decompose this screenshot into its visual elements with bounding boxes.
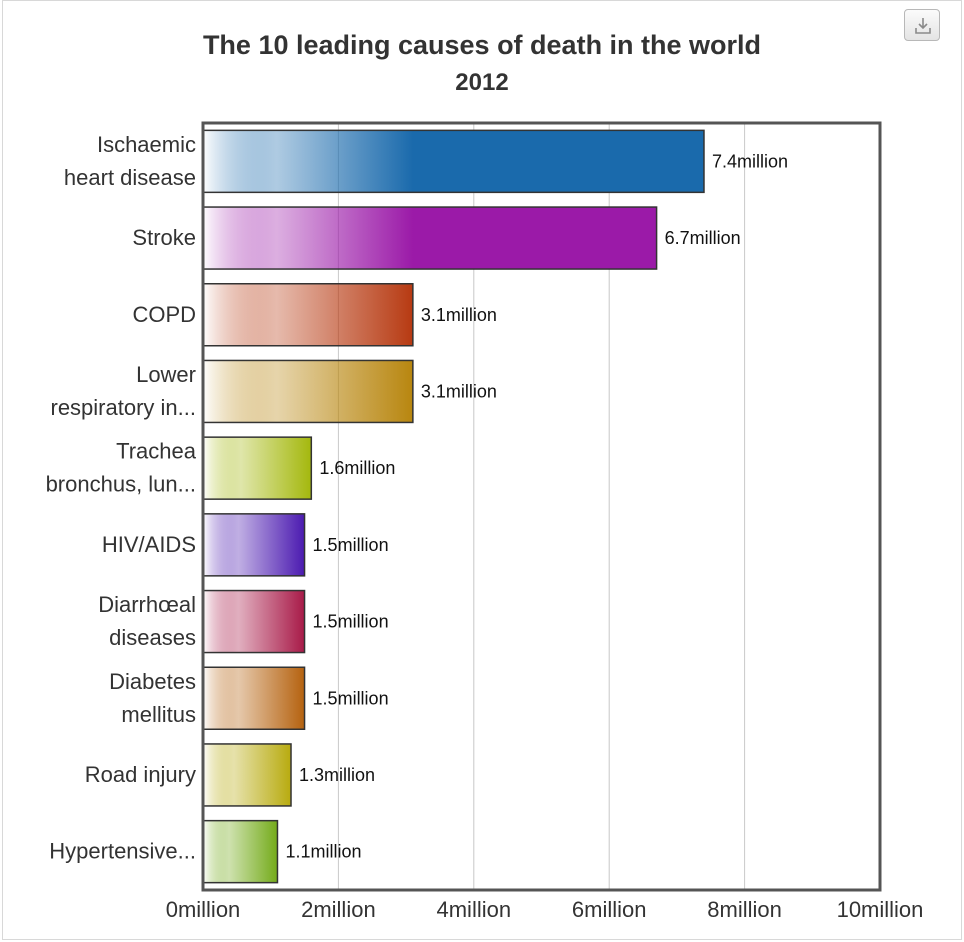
category-label: heart disease bbox=[64, 165, 196, 190]
data-labels: 7.4million 6.7million 3.1million 3.1million… bbox=[285, 151, 788, 861]
category-label: Lower bbox=[136, 362, 196, 387]
category-label: HIV/AIDS bbox=[102, 532, 196, 557]
category-label: diseases bbox=[109, 625, 196, 650]
chart-title: The 10 leading causes of death in the wo… bbox=[202, 30, 762, 60]
download-button[interactable] bbox=[904, 9, 940, 41]
x-tick-label: 6million bbox=[572, 897, 647, 922]
bar[interactable] bbox=[202, 206, 658, 270]
plot-border bbox=[201, 121, 882, 892]
data-label: 1.5million bbox=[313, 612, 389, 632]
x-tick-label: 10million bbox=[837, 897, 924, 922]
category-label: Ischaemic bbox=[97, 132, 196, 157]
x-tick-label: 2million bbox=[301, 897, 376, 922]
category-label: mellitus bbox=[121, 702, 196, 727]
category-label: Trachea bbox=[116, 439, 197, 464]
data-label: 3.1million bbox=[421, 305, 497, 325]
bar[interactable] bbox=[202, 359, 414, 424]
category-label: Hypertensive... bbox=[49, 839, 196, 864]
category-label: Stroke bbox=[132, 225, 196, 250]
chart-subtitle: 2012 bbox=[455, 69, 509, 96]
data-label: 3.1million bbox=[421, 381, 497, 401]
x-tick-label: 0million bbox=[166, 897, 241, 922]
data-label: 1.1million bbox=[285, 842, 361, 862]
data-label: 7.4million bbox=[712, 151, 788, 171]
bar[interactable] bbox=[202, 589, 306, 654]
data-label: 1.5million bbox=[313, 688, 389, 708]
download-icon bbox=[915, 18, 931, 34]
bars bbox=[202, 129, 705, 884]
category-label: bronchus, lun... bbox=[46, 472, 196, 497]
x-tick-label: 4million bbox=[437, 897, 512, 922]
x-axis-ticks: 0million 2million 4million 6million 8million… bbox=[166, 897, 924, 922]
x-tick-label: 8million bbox=[707, 897, 782, 922]
category-label: COPD bbox=[132, 302, 196, 327]
data-label: 1.6million bbox=[319, 458, 395, 478]
category-label: Road injury bbox=[85, 762, 196, 787]
data-label: 1.5million bbox=[313, 535, 389, 555]
bar[interactable] bbox=[202, 819, 279, 884]
bar[interactable] bbox=[202, 283, 414, 347]
bar[interactable] bbox=[202, 129, 705, 194]
bar[interactable] bbox=[202, 513, 306, 577]
category-labels: Ischaemic heart disease Stroke COPD Lower res… bbox=[46, 132, 197, 864]
category-label: Diarrhœal bbox=[98, 592, 196, 617]
bar[interactable] bbox=[202, 436, 313, 500]
bar[interactable] bbox=[202, 743, 292, 807]
bar[interactable] bbox=[202, 666, 306, 730]
category-label: respiratory in... bbox=[51, 395, 197, 420]
category-label: Diabetes bbox=[109, 669, 196, 694]
data-label: 1.3million bbox=[299, 765, 375, 785]
data-label: 6.7million bbox=[665, 228, 741, 248]
